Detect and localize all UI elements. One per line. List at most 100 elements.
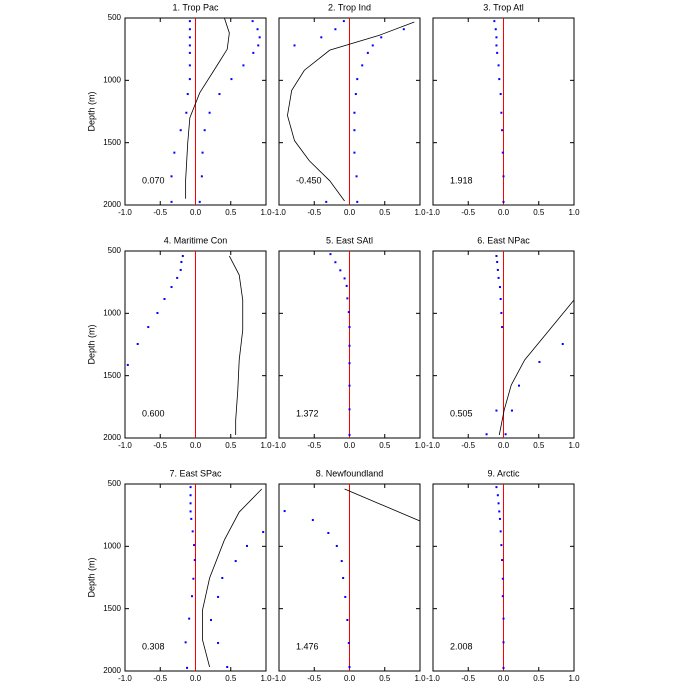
x-tick-label: 1.0 (414, 208, 426, 217)
x-tick-label: 0.0 (190, 441, 202, 450)
y-tick-label: 1500 (103, 371, 121, 380)
data-point (221, 576, 224, 579)
data-point (501, 577, 504, 580)
panel-annotation: 1.918 (450, 175, 473, 185)
data-point (334, 261, 337, 264)
data-point (361, 64, 364, 67)
data-point (343, 277, 346, 280)
data-point (493, 20, 496, 23)
data-point (510, 409, 513, 412)
data-point (189, 510, 192, 513)
data-point (497, 64, 500, 67)
data-point (156, 311, 159, 314)
data-point (180, 260, 183, 263)
data-point (293, 44, 296, 47)
x-tick-label: -0.5 (307, 674, 321, 683)
data-point (353, 129, 356, 132)
data-point (356, 78, 359, 81)
x-tick-label: -0.5 (153, 674, 167, 683)
panel-annotation: 0.600 (142, 408, 165, 418)
x-tick-label: 1.0 (260, 441, 272, 450)
panel-annotation: -0.450 (296, 175, 322, 185)
data-point (348, 344, 351, 347)
panel-title: 3. Trop Atl (483, 2, 524, 12)
data-point (496, 268, 499, 271)
panel-annotation: 0.070 (142, 175, 165, 185)
data-point (311, 519, 314, 522)
data-point (170, 286, 173, 289)
data-point (283, 510, 286, 513)
x-tick-label: -1.0 (426, 208, 440, 217)
data-point (190, 595, 193, 598)
panel: 5. East SAtl -1.0 -0.5 0.0 0.5 1.0 1.372 (272, 235, 426, 450)
data-point (348, 326, 351, 329)
data-point (191, 530, 194, 533)
x-tick-label: 0.0 (344, 208, 356, 217)
data-point (355, 175, 358, 178)
data-point (501, 326, 504, 329)
data-point (380, 36, 383, 39)
data-point (179, 129, 182, 132)
data-point (342, 576, 345, 579)
data-point (245, 544, 248, 547)
data-point (494, 28, 497, 31)
data-point (320, 36, 323, 39)
data-point (499, 93, 502, 96)
x-tick-label: 1.0 (414, 441, 426, 450)
data-point (354, 93, 357, 96)
x-tick-label: -1.0 (272, 208, 286, 217)
profile-line (498, 299, 575, 436)
data-point (500, 544, 503, 547)
data-point (347, 641, 350, 644)
data-point (242, 64, 245, 67)
data-point (348, 362, 351, 365)
data-point (346, 297, 349, 300)
y-tick-label: 2000 (103, 200, 121, 209)
data-point (339, 269, 342, 272)
data-point (163, 297, 166, 300)
panel-title: 6. East NPac (477, 235, 530, 245)
data-point (495, 36, 498, 39)
data-point (210, 619, 213, 622)
data-point (495, 44, 498, 47)
data-point (347, 311, 350, 314)
x-tick-label: 1.0 (260, 674, 272, 683)
y-tick-label: 2000 (103, 433, 121, 442)
x-tick-label: 0.0 (498, 441, 510, 450)
profile-line (344, 488, 421, 522)
data-point (188, 44, 191, 47)
data-point (230, 78, 233, 81)
data-point (185, 111, 188, 114)
x-tick-label: 0.5 (225, 208, 237, 217)
x-tick-label: -1.0 (426, 674, 440, 683)
profile-line (202, 488, 263, 668)
data-point (496, 51, 499, 54)
x-tick-label: 1.0 (260, 208, 272, 217)
y-tick-label: 1500 (103, 604, 121, 613)
data-point (348, 408, 351, 411)
x-tick-label: -1.0 (426, 441, 440, 450)
data-point (356, 200, 359, 203)
data-point (340, 560, 343, 563)
data-point (366, 51, 369, 54)
data-point (188, 617, 191, 620)
x-tick-label: 1.0 (414, 674, 426, 683)
y-tick-label: 500 (108, 13, 122, 22)
data-point (188, 64, 191, 67)
data-point (234, 560, 237, 563)
x-tick-label: -0.5 (307, 208, 321, 217)
data-point (200, 175, 203, 178)
panel-annotation: 0.505 (450, 408, 473, 418)
data-point (252, 51, 255, 54)
data-point (126, 363, 129, 366)
data-point (262, 530, 265, 533)
data-point (256, 28, 259, 31)
x-tick-label: 0.5 (379, 208, 391, 217)
data-point (198, 200, 201, 203)
x-tick-label: -0.5 (461, 208, 475, 217)
data-point (498, 286, 501, 289)
data-point (189, 502, 192, 505)
x-tick-label: 0.5 (533, 208, 545, 217)
